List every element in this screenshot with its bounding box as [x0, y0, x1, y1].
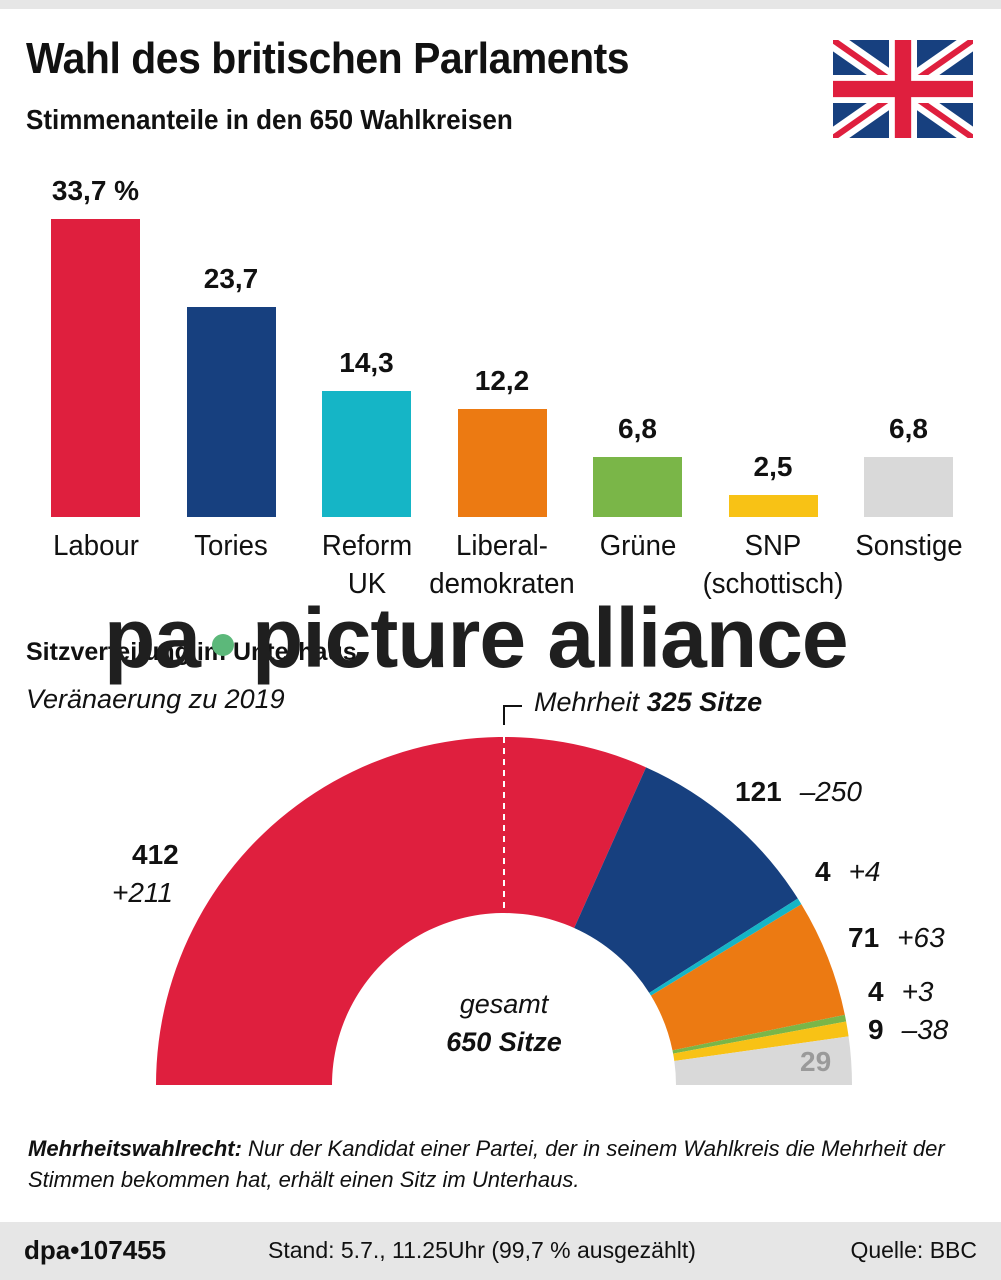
seat-change: +211 — [112, 877, 173, 908]
total-seats-label: gesamt 650 Sitze — [404, 985, 604, 1061]
electoral-system-note: Mehrheitswahlrecht: Nur der Kandidat ein… — [28, 1133, 978, 1195]
page-subtitle: Stimmenanteile in den 650 Wahlkreisen — [26, 104, 513, 135]
top-bar — [0, 0, 1001, 9]
seat-label-snp: 9 –38 — [868, 1014, 948, 1046]
seat-count: 71 — [848, 922, 880, 953]
note-heading: Mehrheitswahlrecht: — [28, 1136, 242, 1161]
seat-count: 4 — [868, 976, 884, 1007]
seat-change: –250 — [799, 776, 863, 807]
watermark-text: picture alliance — [252, 591, 849, 685]
majority-prefix: Mehrheit — [534, 687, 640, 717]
seat-count: 412 — [132, 839, 179, 870]
seat-label-gr-ne: 4 +3 — [868, 976, 934, 1008]
seat-count: 4 — [815, 856, 831, 887]
bar-value-label: 6,8 — [618, 412, 657, 444]
seat-change: +4 — [848, 856, 881, 887]
seat-change: –38 — [901, 1014, 949, 1045]
bar-value-label: 6,8 — [889, 412, 928, 444]
seat-segment-labour — [156, 737, 647, 1085]
bar-gr-ne — [593, 456, 682, 517]
vote-share-bar-chart: 33,7 % Labour 23,7 Tories 14,3 Reform UK 12,2 Li… — [0, 0, 1001, 600]
seat-count: 121 — [735, 776, 782, 807]
note-text: Nur der Kandidat einer Partei, der in se… — [28, 1136, 945, 1192]
total-seats-caption: gesamt — [459, 989, 549, 1019]
picture-alliance-watermark: pa picture alliance — [104, 590, 849, 687]
bar-reform-uk — [322, 390, 411, 517]
seat-segment-snp — [673, 1021, 849, 1061]
seat-hemicycle-chart — [156, 705, 852, 1085]
seat-segment-liberaldemokraten — [650, 904, 845, 1051]
seat-segment-reform-uk — [649, 898, 802, 996]
graphic-id: dpa•107455 — [24, 1235, 167, 1265]
page-title: Wahl des britischen Parlaments — [26, 34, 630, 83]
watermark-pa: pa — [104, 591, 201, 685]
watermark-dot-icon — [212, 633, 235, 656]
footer: dpa•107455 Stand: 5.7., 11.25Uhr (99,7 %… — [0, 1222, 1001, 1280]
bar-liberaldemokraten — [457, 409, 547, 517]
seat-label-liberaldemokraten: 71 +63 — [848, 922, 945, 954]
bar-value-label: 2,5 — [753, 450, 793, 482]
bar-snp-schottisch- — [728, 494, 818, 517]
seat-change: +3 — [901, 976, 934, 1007]
bar-tories — [186, 307, 276, 517]
bar-value-label: 14,3 — [339, 346, 394, 378]
bar-value-label: 33,7 % — [51, 175, 140, 206]
seat-segment-gr-ne — [672, 1014, 847, 1054]
bar-sonstige — [864, 456, 953, 517]
seat-change: +63 — [897, 922, 945, 953]
bar-category-label: SNP (schottisch) — [702, 530, 844, 600]
seat-count: 9 — [868, 1014, 884, 1045]
bar-category-label: Labour — [52, 530, 139, 562]
bar-value-label: 23,7 — [203, 263, 259, 295]
total-seats-value: 650 Sitze — [446, 1027, 562, 1057]
seat-segment-tories — [574, 767, 798, 993]
bar-value-label: 12,2 — [474, 365, 530, 397]
seat-label-tories: 121 –250 — [735, 776, 862, 808]
seat-label-labour: 412 +211 — [112, 836, 179, 912]
bar-category-label: Reform UK — [321, 530, 412, 600]
seats-section-title: Sitzverteilung im Unterhaus — [26, 638, 357, 666]
source-label: Quelle: BBC — [850, 1237, 977, 1263]
bar-category-label: Sonstige — [854, 530, 963, 562]
bar-category-label: Grüne — [599, 530, 676, 562]
bar-category-label: Liberal-demokraten — [429, 530, 575, 600]
seats-section-subtitle: Veränaerung zu 2019 — [26, 684, 285, 714]
majority-marker — [503, 705, 522, 725]
uk-flag-icon — [833, 40, 973, 138]
status-timestamp: Stand: 5.7., 11.25Uhr (99,7 % ausgezählt… — [268, 1237, 696, 1263]
seat-label-sonstige: 29 — [800, 1046, 832, 1077]
majority-value: 325 Sitze — [646, 687, 763, 717]
bar-category-label: Tories — [194, 530, 268, 562]
bar-labour — [51, 219, 140, 517]
seat-label-reform-uk: 4 +4 — [815, 856, 881, 888]
majority-label: Mehrheit 325 Sitze — [534, 687, 762, 718]
seat-segment-sonstige — [674, 1036, 852, 1085]
